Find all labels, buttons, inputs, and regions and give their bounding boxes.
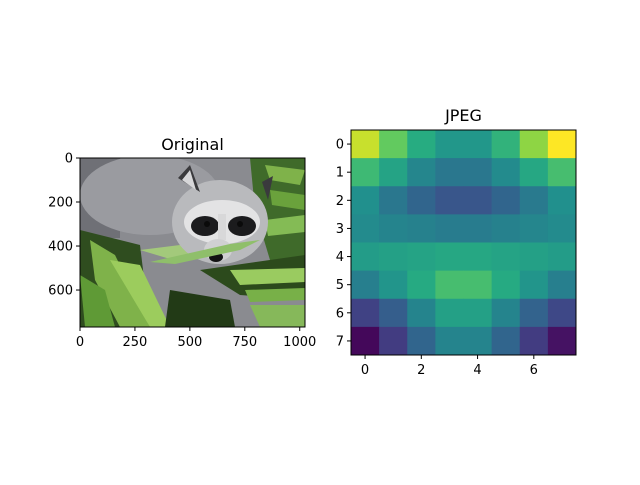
heatmap-cell bbox=[379, 270, 408, 300]
jpeg-ytick-label: 0 bbox=[336, 138, 344, 153]
heatmap-cell bbox=[463, 326, 493, 355]
heatmap-cell bbox=[463, 298, 493, 328]
heatmap-cell bbox=[351, 242, 380, 272]
heatmap-cell bbox=[547, 242, 576, 272]
heatmap-cell bbox=[435, 186, 464, 215]
heatmap-cell bbox=[519, 214, 549, 243]
jpeg-xtick-label: 2 bbox=[417, 363, 425, 378]
heatmap-cell bbox=[407, 186, 436, 215]
axes-jpeg-title: JPEG bbox=[444, 106, 482, 125]
heatmap-cell bbox=[379, 158, 408, 187]
heatmap-cell bbox=[407, 158, 436, 187]
axes-original: Original bbox=[48, 135, 316, 350]
heatmap-cell bbox=[379, 186, 408, 215]
raccoon-image bbox=[80, 158, 305, 327]
heatmap-cell bbox=[435, 298, 464, 328]
heatmap-cell bbox=[519, 158, 549, 187]
jpeg-ytick-label: 2 bbox=[336, 194, 344, 209]
heatmap-cell bbox=[351, 186, 380, 215]
heatmap-cell bbox=[463, 130, 493, 159]
heatmap-cell bbox=[547, 186, 576, 215]
heatmap-cell bbox=[519, 186, 549, 215]
jpeg-ytick-label: 1 bbox=[336, 166, 344, 181]
heatmap-cell bbox=[491, 186, 521, 215]
jpeg-ytick-label: 7 bbox=[336, 334, 344, 349]
axes-original-frame bbox=[79, 157, 306, 328]
heatmap-cell bbox=[547, 130, 576, 159]
heatmap-cell bbox=[491, 158, 521, 187]
heatmap-cell bbox=[351, 214, 380, 243]
heatmap-cell bbox=[379, 130, 408, 159]
heatmap-cell bbox=[435, 242, 464, 272]
heatmap-cell bbox=[463, 270, 493, 300]
heatmap-cell bbox=[463, 158, 493, 187]
heatmap-cell bbox=[351, 158, 380, 187]
heatmap-cell bbox=[519, 326, 549, 355]
original-xtick-label: 1000 bbox=[283, 335, 316, 350]
heatmap-cell bbox=[407, 298, 436, 328]
heatmap-cell bbox=[547, 214, 576, 243]
heatmap-cell bbox=[519, 270, 549, 300]
axes-jpeg-frame bbox=[350, 129, 577, 356]
axes-jpeg: JPEG 0 2 4 6 0 1 2 3 4 5 6 7 bbox=[336, 106, 577, 378]
heatmap-cell bbox=[435, 214, 464, 243]
heatmap-cell bbox=[407, 130, 436, 159]
heatmap-cell bbox=[491, 270, 521, 300]
heatmap-cell bbox=[547, 326, 576, 355]
jpeg-ytick-label: 6 bbox=[336, 306, 344, 321]
heatmap-cell bbox=[351, 326, 380, 355]
heatmap-cell bbox=[407, 270, 436, 300]
heatmap-cell bbox=[519, 130, 549, 159]
heatmap-cell bbox=[547, 298, 576, 328]
heatmap-cell bbox=[491, 130, 521, 159]
heatmap-cell bbox=[379, 298, 408, 328]
heatmap-cell bbox=[407, 214, 436, 243]
heatmap-cell bbox=[351, 270, 380, 300]
jpeg-xtick-label: 4 bbox=[473, 363, 481, 378]
heatmap-cell bbox=[491, 214, 521, 243]
heatmap-cell bbox=[351, 130, 380, 159]
heatmap-cell bbox=[463, 214, 493, 243]
original-ytick-label: 400 bbox=[48, 240, 73, 255]
heatmap-cell bbox=[463, 242, 493, 272]
heatmap-cell bbox=[491, 326, 521, 355]
original-xtick-label: 750 bbox=[232, 335, 257, 350]
heatmap-cell bbox=[435, 326, 464, 355]
original-xtick-label: 250 bbox=[123, 335, 148, 350]
axes-original-title: Original bbox=[161, 135, 224, 154]
heatmap-cell bbox=[519, 298, 549, 328]
heatmap-cell bbox=[351, 298, 380, 328]
original-ytick-label: 0 bbox=[65, 152, 73, 167]
jpeg-xtick-label: 0 bbox=[361, 363, 369, 378]
heatmap-cell bbox=[379, 326, 408, 355]
heatmap-cell bbox=[435, 270, 464, 300]
heatmap-cell bbox=[407, 242, 436, 272]
heatmap-cell bbox=[379, 242, 408, 272]
jpeg-ytick-label: 3 bbox=[336, 222, 344, 237]
jpeg-ytick-label: 5 bbox=[336, 278, 344, 293]
heatmap-cell bbox=[463, 186, 493, 215]
heatmap-cell bbox=[491, 242, 521, 272]
heatmap-cell bbox=[435, 158, 464, 187]
heatmap-cell bbox=[547, 158, 576, 187]
original-xtick-label: 500 bbox=[177, 335, 202, 350]
original-xtick-label: 0 bbox=[76, 335, 84, 350]
heatmap-cell bbox=[519, 242, 549, 272]
heatmap-cell bbox=[491, 298, 521, 328]
heatmap-cell bbox=[379, 214, 408, 243]
original-ytick-label: 200 bbox=[48, 196, 73, 211]
jpeg-xtick-label: 6 bbox=[530, 363, 538, 378]
jpeg-ytick-label: 4 bbox=[336, 250, 344, 265]
original-ytick-label: 600 bbox=[48, 284, 73, 299]
heatmap-cell bbox=[435, 130, 464, 159]
heatmap-cell bbox=[407, 326, 436, 355]
heatmap-cell bbox=[547, 270, 576, 300]
heatmap bbox=[351, 130, 576, 355]
